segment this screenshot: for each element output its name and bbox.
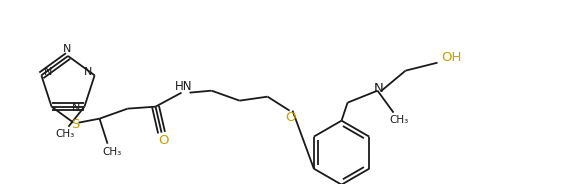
Text: CH₃: CH₃ — [389, 115, 408, 125]
Text: CH₃: CH₃ — [56, 129, 75, 139]
Text: S: S — [72, 118, 80, 131]
Text: O: O — [285, 111, 296, 124]
Text: CH₃: CH₃ — [102, 147, 121, 157]
Text: N: N — [374, 82, 383, 95]
Text: HN: HN — [175, 80, 193, 93]
Text: N: N — [83, 67, 92, 77]
Text: O: O — [158, 134, 169, 147]
Text: N: N — [63, 44, 71, 54]
Text: N: N — [44, 67, 53, 77]
Text: N: N — [72, 103, 80, 113]
Text: OH: OH — [441, 51, 462, 64]
